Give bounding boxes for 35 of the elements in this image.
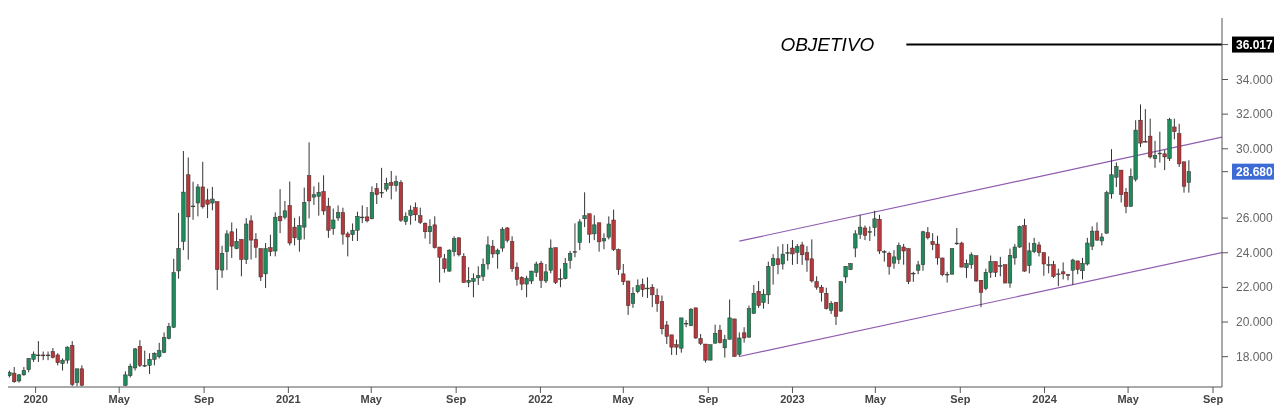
y-tick-label: 30.000 <box>1236 141 1274 156</box>
x-tick-label: 2023 <box>780 392 805 405</box>
x-tick-label: May <box>1117 392 1140 405</box>
x-tick-label: May <box>108 392 131 405</box>
candlestick <box>1065 273 1071 281</box>
x-tick-label: Sep <box>950 392 971 405</box>
candlestick <box>717 324 723 345</box>
y-tick-label: 18.000 <box>1236 349 1274 364</box>
candlestick <box>176 212 181 280</box>
x-tick-label: 2024 <box>1032 392 1058 405</box>
candlestick <box>891 249 897 270</box>
candlestick <box>887 251 892 276</box>
x-tick-label: May <box>612 392 635 405</box>
x-tick-label: 2020 <box>23 392 48 405</box>
y-tick-label: 24.000 <box>1236 245 1274 260</box>
x-tick-label: 2022 <box>528 392 553 405</box>
candlestick <box>456 236 461 257</box>
candlestick <box>1186 159 1191 194</box>
x-tick-label: May <box>360 392 383 405</box>
x-tick-label: 2021 <box>276 392 301 405</box>
x-tick-label: Sep <box>698 392 719 405</box>
x-tick-label: May <box>864 392 887 405</box>
x-tick-label: Sep <box>1202 392 1224 405</box>
y-tick-label: 28.680 <box>1236 164 1274 179</box>
x-tick-label: Sep <box>194 392 215 405</box>
y-tick-label: 26.000 <box>1236 211 1274 226</box>
y-tick-label: 36.017 <box>1236 37 1274 52</box>
y-tick-label: 34.000 <box>1236 72 1274 87</box>
x-tick-label: Sep <box>446 392 467 405</box>
y-tick-label: 20.000 <box>1236 315 1274 330</box>
y-tick-label: 32.000 <box>1236 107 1274 122</box>
candlestick <box>713 324 718 345</box>
y-tick-label: 22.000 <box>1236 280 1274 295</box>
candlestick <box>775 246 781 275</box>
ref-line-label: OBJETIVO <box>780 34 875 56</box>
